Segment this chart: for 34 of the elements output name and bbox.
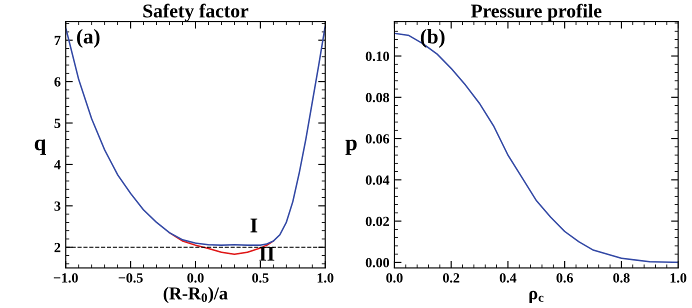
y-axis-title: p xyxy=(345,140,357,155)
annotation: I xyxy=(250,218,258,232)
y-tick-label: 0.00 xyxy=(366,258,390,268)
x-tick-label: 0.0 xyxy=(386,273,403,283)
y-tick-label: 0.02 xyxy=(366,216,389,226)
chart-title: Safety factor xyxy=(143,4,248,22)
x-tick-label: −0.5 xyxy=(118,273,143,283)
x-tick-label: −1.0 xyxy=(54,273,78,283)
y-tick-label: 7 xyxy=(54,36,61,46)
y-tick-label: 6 xyxy=(54,77,60,87)
line-series xyxy=(66,24,326,246)
y-tick-label: 5 xyxy=(54,118,60,128)
annotation: (a) xyxy=(77,28,100,48)
x-tick-label: 0.2 xyxy=(443,273,460,283)
x-tick-label: 1.0 xyxy=(670,273,686,283)
x-tick-label: 0.4 xyxy=(500,273,516,283)
annotation: II xyxy=(259,247,274,261)
x-tick-label: 1.0 xyxy=(318,273,334,283)
x-axis-title: (R-R$_{0}$)/a xyxy=(164,286,228,304)
x-tick-label: 0.6 xyxy=(556,273,573,283)
annotation: (b) xyxy=(420,28,445,48)
y-tick-label: 0.08 xyxy=(366,92,390,102)
y-tick-label: 0.06 xyxy=(366,134,390,144)
x-tick-label: 0.0 xyxy=(187,273,204,283)
y-axis-title: q xyxy=(34,139,46,155)
y-tick-label: 2 xyxy=(54,242,60,252)
y-tick-label: 0.10 xyxy=(366,52,390,62)
y-tick-label: 3 xyxy=(54,201,60,211)
x-axis-title: ρ$_{c}$ xyxy=(529,290,544,304)
x-tick-label: 0.5 xyxy=(252,273,269,283)
x-tick-label: 0.8 xyxy=(613,273,630,283)
chart-title: Pressure profile xyxy=(470,4,602,22)
y-tick-label: 4 xyxy=(54,160,61,170)
y-tick-label: 0.04 xyxy=(366,175,390,185)
